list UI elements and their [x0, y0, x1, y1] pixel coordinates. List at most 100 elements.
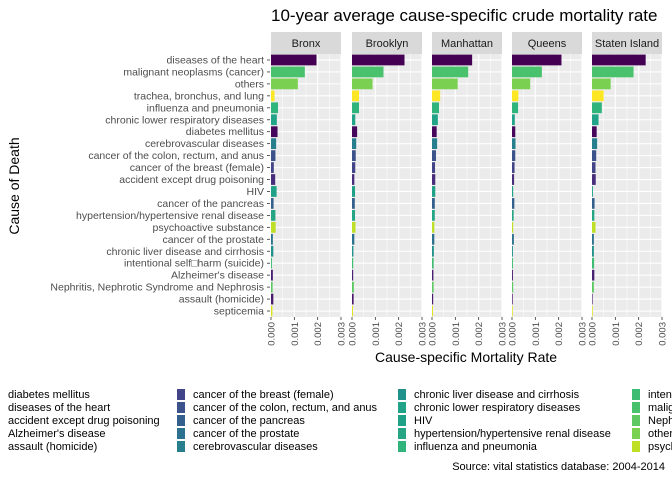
bar — [512, 114, 515, 126]
facet-label: Manhattan — [441, 38, 493, 50]
legend-item: cancer of the pancreas — [177, 415, 305, 427]
legend-label: cancer of the breast (female) — [193, 389, 334, 401]
bar — [352, 126, 358, 138]
bar — [432, 305, 433, 317]
y-tick-label: chronic lower respiratory diseases — [105, 114, 264, 126]
x-tick-label: 0.000 — [348, 322, 359, 346]
bar — [271, 114, 277, 126]
facet-strip — [432, 32, 502, 54]
bar — [592, 245, 594, 257]
bar — [432, 66, 469, 78]
bar — [352, 221, 356, 233]
legend-item: HIV — [398, 415, 433, 427]
bar — [271, 281, 273, 293]
y-tick-label: cerebrovascular diseases — [145, 138, 264, 150]
y-tick-label: diabetes mellitus — [186, 126, 264, 138]
bar — [592, 174, 596, 185]
bar — [592, 210, 595, 221]
y-tick-label: diseases of the heart — [167, 54, 265, 66]
bar — [271, 198, 274, 209]
y-tick-label: septicemia — [214, 306, 264, 318]
x-axis-title: Cause-specific Mortality Rate — [375, 349, 557, 365]
bar — [432, 281, 434, 293]
x-tick-label: 0.001 — [451, 322, 462, 346]
legend-item: accident except drug poisoning — [8, 415, 160, 427]
bar — [271, 126, 278, 138]
legend-label: diseases of the heart — [8, 402, 110, 414]
legend-item: malignant neoplasms (cancer) — [632, 402, 672, 414]
legend-item: chronic lower respiratory diseases — [398, 402, 581, 414]
legend-label: cerebrovascular diseases — [193, 441, 318, 453]
bar — [592, 66, 634, 78]
y-tick-label: cancer of the pancreas — [157, 198, 264, 210]
bar — [352, 90, 359, 102]
x-tick-label: 0.001 — [531, 322, 542, 346]
legend-item: influenza and pneumonia — [398, 441, 538, 453]
bar — [592, 90, 604, 102]
y-tick-label: chronic liver disease and cirrhosis — [106, 246, 264, 258]
x-tick-label: 0.002 — [474, 322, 485, 346]
bar — [512, 138, 516, 150]
legend-label: psychoactive substance — [648, 441, 672, 453]
x-tick-label: 0.000 — [508, 322, 519, 346]
x-tick-label: 0.000 — [267, 322, 278, 346]
bar — [512, 269, 513, 281]
bar — [432, 245, 434, 257]
bar — [271, 150, 276, 161]
bar — [352, 138, 357, 150]
bar — [352, 186, 356, 197]
bar — [271, 293, 274, 305]
bar — [432, 114, 438, 126]
legend-item: cancer of the breast (female) — [177, 389, 334, 401]
legend-label: hypertension/hypertensive renal disease — [414, 428, 611, 440]
bar — [512, 162, 515, 173]
legend-label: others — [648, 428, 672, 440]
y-tick-label: cancer of the prostate — [162, 234, 264, 246]
bar — [512, 54, 562, 66]
bar — [512, 66, 542, 78]
bar — [432, 257, 434, 269]
bar — [271, 138, 277, 150]
bar — [352, 54, 405, 66]
y-tick-label: malignant neoplasms (cancer) — [123, 66, 264, 78]
legend-label: HIV — [414, 415, 433, 427]
x-tick-label: 0.003 — [337, 322, 348, 346]
legend-swatch — [632, 389, 640, 400]
legend-swatch — [632, 402, 640, 413]
legend-item: cancer of the prostate — [177, 428, 299, 440]
y-tick-label: hypertension/hypertensive renal disease — [76, 210, 264, 222]
bar — [352, 281, 354, 293]
bar — [432, 102, 439, 114]
facet-panel: Bronx 0.000 0.001 0.002 0.003 — [267, 32, 348, 346]
legend-swatch — [398, 428, 406, 439]
legend-label: malignant neoplasms (cancer) — [648, 402, 672, 414]
x-tick-label: 0.002 — [394, 322, 405, 346]
x-tick-label: 0.002 — [554, 322, 565, 346]
bar — [271, 54, 317, 66]
bar — [271, 78, 298, 90]
bar — [592, 233, 594, 245]
bar — [271, 210, 276, 221]
bar — [352, 102, 359, 114]
legend-label: accident except drug poisoning — [8, 415, 160, 427]
legend-swatch — [398, 402, 406, 413]
legend-swatch — [177, 428, 185, 439]
bar — [271, 174, 276, 185]
legend-label: diabetes mellitus — [8, 389, 90, 401]
legend-item: chronic liver disease and cirrhosis — [398, 389, 580, 401]
y-tick-label: psychoactive substance — [153, 222, 265, 234]
x-tick-label: 0.001 — [290, 322, 301, 346]
legend-swatch — [632, 428, 640, 439]
legend-item: others — [632, 428, 672, 440]
legend-item: Alzheimer's disease — [8, 428, 105, 440]
bar — [352, 257, 354, 269]
bar — [592, 281, 594, 293]
facet-label: Staten Island — [595, 38, 659, 50]
legend-label: intentional self□harm (suicide) — [648, 389, 672, 401]
legend-swatch — [398, 389, 406, 400]
bar — [432, 269, 434, 281]
facet-panel: Manhattan 0.000 0.001 0.002 0.003 — [428, 32, 509, 346]
facet-label: Queens — [528, 38, 567, 50]
bar — [352, 66, 384, 78]
